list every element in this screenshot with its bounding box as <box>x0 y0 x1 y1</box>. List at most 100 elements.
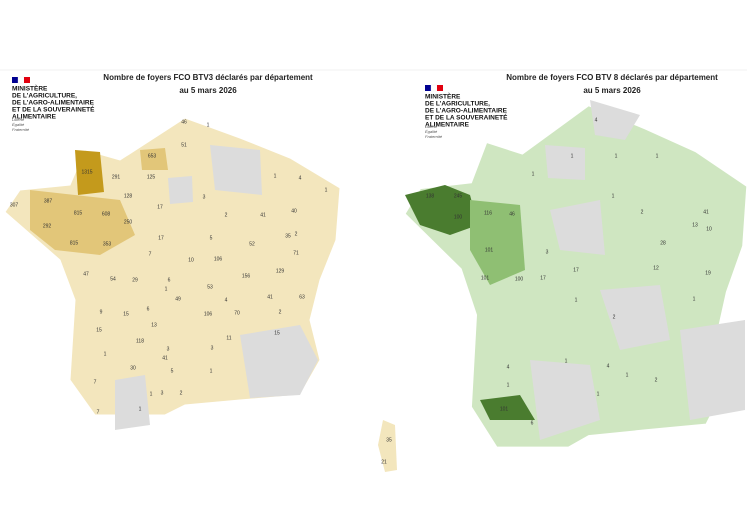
motto: Liberté <box>12 117 25 122</box>
department-count: 250 <box>124 219 133 225</box>
department-count: 608 <box>102 211 111 217</box>
department-count: 53 <box>207 284 213 290</box>
department-count: 353 <box>103 241 112 247</box>
department-count: 815 <box>70 240 79 246</box>
department-count: 3 <box>167 346 170 352</box>
map-title: au 5 mars 2026 <box>583 86 641 95</box>
region-none <box>168 176 193 204</box>
department-count: 46 <box>181 119 187 125</box>
region-high <box>75 150 104 195</box>
department-count: 17 <box>540 275 546 281</box>
department-count: 5 <box>210 235 213 241</box>
department-count: 100 <box>515 276 524 282</box>
department-count: 1 <box>165 286 168 292</box>
department-count: 1 <box>597 391 600 397</box>
region-none <box>530 360 600 440</box>
department-count: 10 <box>706 226 712 232</box>
department-count: 29 <box>132 277 138 283</box>
department-count: 101 <box>485 247 494 253</box>
department-count: 17 <box>157 204 163 210</box>
department-count: 129 <box>276 268 285 274</box>
department-count: 12 <box>653 265 659 271</box>
department-count: 4 <box>507 364 510 370</box>
region-none <box>115 375 150 430</box>
department-count: 1 <box>150 391 153 397</box>
department-count: 1 <box>104 351 107 357</box>
motto: Fraternité <box>12 127 30 132</box>
department-count: 3 <box>161 390 164 396</box>
department-count: 307 <box>10 202 19 208</box>
department-count: 30 <box>130 365 136 371</box>
department-count: 17 <box>158 235 164 241</box>
region-none <box>550 200 605 255</box>
department-count: 47 <box>83 271 89 277</box>
department-count: 51 <box>181 142 187 148</box>
logo-text: DE L'AGRO-ALIMENTAIRE <box>12 100 95 107</box>
department-count: 41 <box>703 209 709 215</box>
department-count: 35 <box>386 437 392 443</box>
department-count: 63 <box>299 294 305 300</box>
department-count: 6 <box>531 420 534 426</box>
department-count: 13 <box>692 222 698 228</box>
flag <box>425 84 443 92</box>
department-count: 7 <box>94 379 97 385</box>
map-title: Nombre de foyers FCO BTV3 déclarés par d… <box>103 73 313 82</box>
department-count: 1 <box>612 193 615 199</box>
region-medium <box>140 148 168 170</box>
map-btv3 <box>4 117 397 472</box>
department-count: 71 <box>293 250 299 256</box>
department-count: 6 <box>168 277 171 283</box>
department-count: 19 <box>705 270 711 276</box>
department-count: 1 <box>507 382 510 388</box>
department-count: 2 <box>279 309 282 315</box>
department-count: 1 <box>210 368 213 374</box>
department-count: 2 <box>641 209 644 215</box>
department-count: 2 <box>613 314 616 320</box>
region-high <box>480 395 535 420</box>
region-high <box>405 185 478 235</box>
motto: Égalité <box>425 129 438 134</box>
department-count: 46 <box>509 211 515 217</box>
department-count: 7 <box>149 251 152 257</box>
department-count: 15 <box>96 327 102 333</box>
region-none <box>680 320 745 420</box>
department-count: 1 <box>615 153 618 159</box>
region-none <box>590 100 640 140</box>
region-none <box>240 325 318 398</box>
motto: Égalité <box>12 122 25 127</box>
department-count: 2 <box>225 212 228 218</box>
department-count: 6 <box>147 306 150 312</box>
department-count: 128 <box>124 193 133 199</box>
department-count: 9 <box>100 309 103 315</box>
department-count: 15 <box>274 330 280 336</box>
department-count: 52 <box>249 241 255 247</box>
department-count: 4 <box>607 363 610 369</box>
map-btv8 <box>404 100 747 448</box>
logo-text: MINISTÈRE <box>425 92 461 101</box>
department-count: 1 <box>325 187 328 193</box>
department-count: 1 <box>575 297 578 303</box>
department-count: 4 <box>299 175 302 181</box>
corsica <box>378 420 397 472</box>
logo-text: DE L'AGRICULTURE, <box>425 101 490 108</box>
department-count: 118 <box>136 338 144 344</box>
department-count: 116 <box>484 210 492 216</box>
department-count: 1315 <box>81 169 92 175</box>
region-medium <box>30 190 135 255</box>
department-count: 101 <box>481 275 490 281</box>
logo-text: DE L'AGRICULTURE, <box>12 93 77 100</box>
department-count: 100 <box>454 214 463 220</box>
motto: Liberté <box>425 124 438 129</box>
department-count: 41 <box>267 294 273 300</box>
logo-text: ALIMENTAIRE <box>425 122 470 129</box>
motto: Fraternité <box>425 134 443 139</box>
logo-text: ET DE LA SOUVERAINETÉ <box>12 105 95 114</box>
department-count: 2 <box>655 377 658 383</box>
department-count: 138 <box>426 193 435 199</box>
department-count: 3 <box>203 194 206 200</box>
region-none <box>210 145 262 195</box>
department-count: 7 <box>97 409 100 415</box>
department-count: 49 <box>175 296 181 302</box>
department-count: 1 <box>656 153 659 159</box>
